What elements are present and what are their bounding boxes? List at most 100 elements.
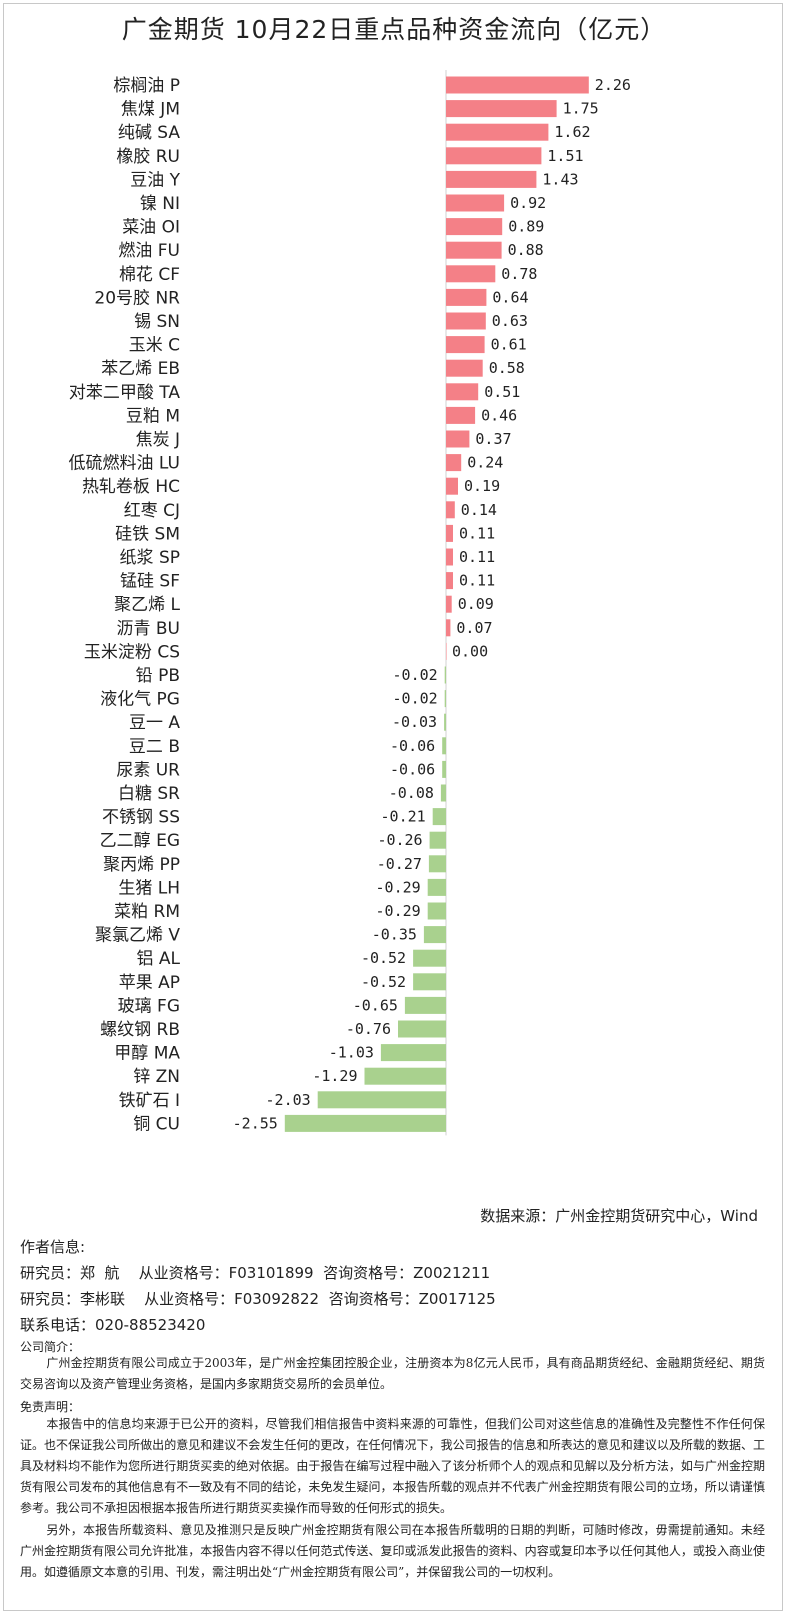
bar	[446, 501, 455, 519]
bar	[446, 336, 485, 354]
value-label: -0.76	[346, 1020, 391, 1038]
bar	[444, 690, 446, 708]
value-label: -0.06	[390, 737, 435, 755]
bar	[429, 831, 446, 849]
value-label: 1.43	[542, 170, 578, 188]
data-source: 数据来源：广州金控期货研究中心，Wind	[480, 1207, 758, 1225]
value-label: 1.51	[547, 147, 583, 165]
bar	[446, 312, 486, 330]
category-label: 热轧卷板 HC	[82, 477, 180, 497]
bar	[446, 524, 453, 542]
category-label: 镍 NI	[140, 194, 180, 214]
bar	[444, 666, 446, 684]
category-label: 橡胶 RU	[116, 147, 180, 167]
value-label: 1.62	[554, 123, 590, 141]
bar	[446, 619, 451, 637]
bar	[446, 147, 542, 165]
category-label: 甲醇 MA	[114, 1044, 180, 1064]
author-heading: 作者信息:	[20, 1238, 86, 1256]
category-label: 棉花 CF	[119, 265, 180, 285]
value-label: -0.02	[393, 690, 438, 708]
value-label: -0.06	[390, 760, 435, 778]
category-label: 玉米 C	[129, 336, 180, 356]
category-label: 沥青 BU	[116, 619, 180, 639]
category-label: 不锈钢 SS	[102, 808, 180, 828]
category-label: 玉米淀粉 CS	[84, 642, 180, 662]
bar	[284, 1114, 446, 1132]
category-label: 纯碱 SA	[118, 123, 181, 143]
bar	[317, 1091, 446, 1109]
category-label: 铁矿石 I	[119, 1091, 180, 1111]
bar	[427, 878, 446, 896]
category-label: 豆一 A	[129, 713, 180, 733]
value-label: 0.51	[484, 383, 520, 401]
value-label: -0.29	[376, 878, 421, 896]
bar	[427, 902, 446, 920]
category-label: 红枣 CJ	[124, 501, 180, 521]
bar	[446, 406, 476, 424]
value-label: -0.03	[392, 713, 437, 731]
bar	[446, 123, 549, 141]
value-label: 0.19	[464, 477, 500, 495]
value-label: -0.21	[381, 808, 426, 826]
bar	[446, 642, 447, 660]
category-label: 生猪 LH	[118, 878, 180, 898]
value-label: 0.14	[461, 501, 497, 519]
bar	[446, 76, 589, 94]
value-label: 0.64	[492, 288, 528, 306]
bar	[446, 194, 505, 212]
analyst-2: 研究员：李彬联 从业资格号：F03092822 咨询资格号：Z0017125	[20, 1290, 496, 1308]
value-label: 2.26	[595, 76, 631, 94]
category-label: 乙二醇 EG	[100, 831, 180, 851]
value-label: -0.29	[376, 902, 421, 920]
disclaimer-paragraph-2: 另外，本报告所载资料、意见及推测只是反映广州金控期货有限公司在本报告所载明的日期…	[20, 1523, 765, 1579]
category-label: 白糖 SR	[118, 784, 180, 804]
bar	[442, 760, 446, 778]
category-label: 苯乙烯 EB	[101, 359, 180, 379]
value-label: 0.11	[459, 548, 495, 566]
category-label: 对苯二甲酸 TA	[69, 383, 180, 403]
category-label: 聚丙烯 PP	[103, 855, 180, 875]
category-label: 聚乙烯 L	[114, 595, 180, 615]
value-label: 0.11	[459, 572, 495, 590]
bar	[446, 595, 452, 613]
bar	[446, 241, 502, 259]
category-label: 液化气 PG	[100, 690, 180, 710]
value-label: 0.07	[456, 619, 492, 637]
category-label: 豆粕 M	[126, 406, 180, 426]
category-label: 豆油 Y	[130, 170, 180, 190]
value-label: 0.61	[491, 336, 527, 354]
value-label: 0.58	[489, 359, 525, 377]
value-label: 0.78	[501, 265, 537, 283]
value-label: -1.03	[329, 1044, 374, 1062]
value-label: -2.55	[233, 1114, 278, 1132]
disclaimer-heading: 免责声明：	[20, 1400, 81, 1414]
category-label: 燃油 FU	[118, 241, 180, 261]
chart-title: 广金期货 10月22日重点品种资金流向（亿元）	[121, 15, 667, 44]
category-label: 菜粕 RM	[114, 902, 180, 922]
category-label: 螺纹钢 RB	[100, 1020, 180, 1040]
value-label: 0.24	[467, 454, 503, 472]
category-label: 锰硅 SF	[120, 572, 180, 592]
category-label: 玻璃 FG	[118, 996, 180, 1016]
bar	[446, 383, 479, 401]
bar	[413, 973, 446, 991]
bar	[440, 784, 446, 802]
category-label: 20号胶 NR	[94, 288, 180, 308]
category-label: 锡 SN	[134, 312, 180, 332]
value-label: -0.35	[372, 926, 417, 944]
category-label: 豆二 B	[129, 737, 180, 757]
value-label: 0.89	[508, 218, 544, 236]
value-label: 0.37	[475, 430, 511, 448]
company-heading: 公司简介：	[20, 1340, 81, 1354]
bar	[446, 430, 470, 448]
bar	[446, 100, 557, 118]
category-label: 锌 ZN	[133, 1067, 180, 1087]
bar	[446, 572, 453, 590]
company-text: 广州金控期货有限公司成立于2003年，是广州金控集团控股企业，注册资本为8亿元人…	[20, 1356, 765, 1391]
bar	[413, 949, 446, 967]
bar	[428, 855, 446, 873]
value-label: -0.52	[361, 949, 406, 967]
category-label: 铜 CU	[133, 1114, 180, 1134]
category-label: 纸浆 SP	[120, 548, 180, 568]
